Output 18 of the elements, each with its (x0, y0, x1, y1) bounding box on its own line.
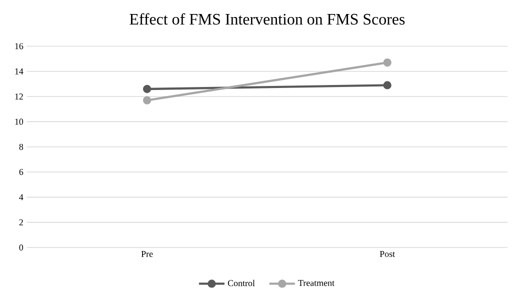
x-tick-label: Pre (141, 251, 153, 258)
chart-title: Effect of FMS Intervention on FMS Scores (130, 13, 405, 25)
y-tick-label: 6 (19, 169, 24, 176)
y-tick-label: 16 (15, 43, 24, 50)
y-tick-label: 14 (15, 68, 24, 74)
legend-label: Control (228, 280, 255, 286)
y-tick-label: 4 (19, 194, 24, 200)
y-tick-label: 2 (19, 219, 23, 226)
y-tick-label: 12 (15, 94, 23, 100)
y-tick-label: 0 (19, 244, 24, 251)
y-tick-label: 10 (15, 118, 24, 125)
point (142, 96, 152, 104)
y-tick-label: 8 (19, 144, 24, 150)
x-tick-label: Post (380, 251, 395, 258)
legend-label: Treatment (298, 280, 334, 286)
point (383, 58, 392, 67)
point (142, 84, 152, 94)
point (383, 81, 392, 90)
